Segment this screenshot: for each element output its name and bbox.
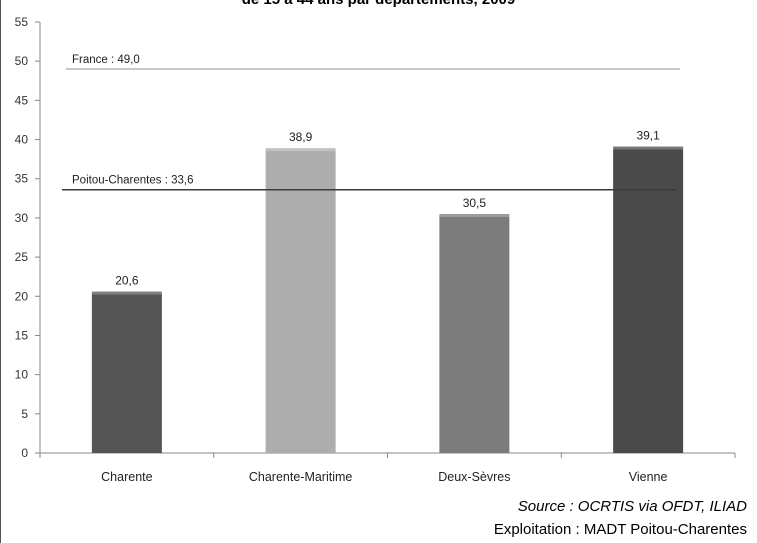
reference-line-label: Poitou-Charentes : 33,6 [72, 175, 193, 187]
reference-lines-group: France : 49,0 [66, 54, 680, 70]
bar-value-label: 38,9 [289, 130, 313, 144]
x-tick-label: Charente-Maritime [249, 470, 353, 484]
bar-chart: 0 5 10 15 20 25 30 35 40 45 50 55 France : 49,0 20,… [15, 15, 736, 484]
bar [439, 213, 510, 453]
source-note: Source : OCRTIS via OFDT, ILIAD [517, 498, 747, 515]
bars-group: 20,6 Charente 38,9 Charente-Maritime 30,5 Deu… [91, 129, 684, 484]
chart-title: de 15 à 44 ans par départements, 2009 [0, 0, 757, 8]
exploitation-note: Exploitation : MADT Poitou-Charentes [493, 521, 747, 538]
bar-value-label: 39,1 [636, 129, 660, 143]
x-tick-label: Vienne [629, 470, 668, 484]
y-tick-label: 5 [21, 407, 28, 421]
bar-highlight [439, 213, 510, 217]
y-tick-label: 50 [15, 54, 29, 68]
y-tick-label: 45 [15, 93, 29, 107]
bar-value-label: 30,5 [463, 196, 487, 210]
labels-group: Poitou-Charentes : 33,6 [62, 175, 677, 191]
reference-line-label: France : 49,0 [72, 54, 140, 66]
y-tick-label: 30 [15, 211, 29, 225]
x-tick-label: Deux-Sèvres [438, 470, 510, 484]
y-tick-label: 25 [15, 250, 29, 264]
y-tick-label: 15 [15, 328, 29, 342]
y-tick-label: 40 [15, 133, 29, 147]
x-tick-label: Charente [101, 470, 152, 484]
bar [265, 148, 336, 453]
axes-group: 0 5 10 15 20 25 30 35 40 45 50 55 [15, 15, 736, 460]
bar-value-label: 20,6 [115, 274, 139, 288]
y-tick-label: 55 [15, 15, 29, 29]
bar [91, 291, 162, 453]
y-tick-label: 0 [21, 446, 28, 460]
bar-highlight [91, 291, 162, 295]
y-tick-label: 35 [15, 172, 29, 186]
bar [613, 146, 684, 453]
y-tick-label: 20 [15, 289, 29, 303]
y-tick-label: 10 [15, 368, 29, 382]
bar-highlight [613, 146, 684, 150]
bar-highlight [265, 148, 336, 152]
